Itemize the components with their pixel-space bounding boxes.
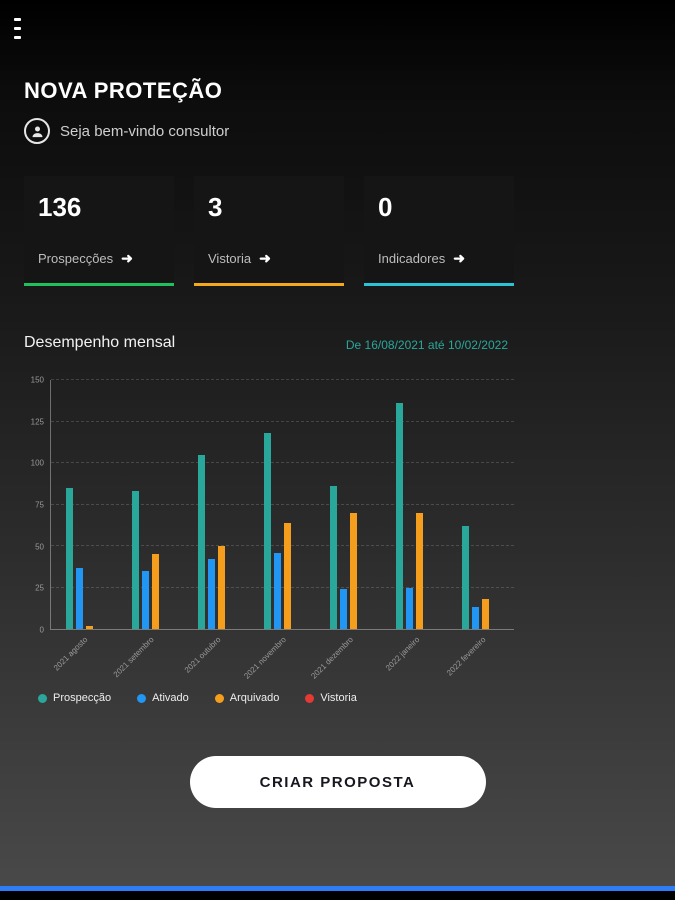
gridline [51, 586, 514, 588]
stat-value: 0 [378, 192, 393, 222]
stat-cards: 136 Prospecções ➜ 3 Vistoria ➜ 0 Indicad… [24, 176, 651, 286]
bar-prospec-o [396, 403, 404, 629]
bar-ativado [273, 552, 281, 629]
bar-prospec-o [65, 487, 73, 629]
stat-label: Indicadores [378, 251, 446, 266]
footer-accent-line [0, 886, 675, 891]
legend-dot [305, 693, 315, 703]
bar-ativado [141, 570, 149, 629]
bottom-nav-bar [0, 886, 675, 900]
y-tick-label: 25 [35, 583, 44, 593]
x-axis-label: 2022 fevereiro [444, 635, 488, 678]
card-indicadores[interactable]: 0 Indicadores ➜ [364, 176, 514, 286]
gridline [51, 420, 514, 422]
stat-value: 3 [208, 192, 223, 222]
bar-group [131, 380, 169, 629]
x-axis-label: 2022 janeiro [383, 635, 421, 673]
bar-group [263, 380, 301, 629]
legend-dot [38, 693, 47, 703]
bar-prospec-o [462, 526, 470, 629]
legend-label: Arquivado [229, 692, 280, 704]
y-tick-label: 125 [30, 417, 44, 427]
menu-button[interactable] [14, 12, 48, 45]
card-vistoria[interactable]: 3 Vistoria ➜ [194, 176, 344, 286]
x-axis-label: 2021 novembro [242, 635, 289, 681]
x-axis-label: 2021 agosto [51, 635, 90, 673]
bar-arquivado [283, 522, 291, 629]
x-axis-label: 2021 dezembro [308, 635, 355, 681]
bar-group [330, 380, 367, 629]
bar-group [65, 380, 103, 629]
legend-dot [137, 693, 147, 703]
arrow-right-icon[interactable]: ➜ [453, 250, 465, 266]
bar-arquivado [217, 546, 225, 629]
bar-ativado [75, 567, 83, 629]
bar-ativado [340, 589, 348, 629]
gridline [51, 462, 514, 463]
create-proposal-button[interactable]: CRIAR PROPOSTA [189, 756, 486, 808]
performance-section-header: Desempenho mensal De 16/08/2021 até 10/0… [24, 334, 508, 352]
y-tick-label: 50 [35, 542, 44, 552]
person-circle-icon [24, 118, 50, 144]
stat-label: Vistoria [208, 251, 252, 266]
chart-legend: Prospecção Ativado Arquivado Vistoria [38, 692, 514, 704]
card-prospeccoes[interactable]: 136 Prospecções ➜ [24, 176, 174, 286]
bar-prospec-o [330, 486, 338, 629]
legend-label: Ativado [152, 692, 189, 704]
stat-label: Prospecções [38, 251, 114, 266]
bar-prospec-o [197, 454, 205, 629]
gridline [51, 503, 514, 505]
x-axis-label: 2021 setembro [111, 635, 156, 680]
footer-black-bar [0, 891, 675, 900]
legend-item-vistoria[interactable]: Vistoria [305, 692, 357, 704]
stat-value: 136 [38, 192, 82, 222]
bar-ativado [207, 559, 215, 629]
y-tick-label: 0 [39, 625, 44, 635]
legend-label: Prospecção [53, 692, 112, 704]
chart-bars [51, 380, 514, 629]
chart-x-labels: 2021 agosto 2021 setembro 2021 outubro 2021… [50, 630, 514, 684]
y-tick-label: 75 [35, 500, 44, 510]
bar-group [396, 380, 433, 629]
bar-arquivado [85, 625, 93, 629]
bar-arquivado [151, 554, 159, 629]
legend-dot [214, 693, 224, 703]
gridline [51, 545, 514, 546]
page-title: NOVA PROTEÇÃO [24, 78, 223, 103]
bar-arquivado [482, 599, 490, 629]
bar-prospec-o [263, 433, 271, 629]
bar-ativado [406, 587, 414, 629]
bar-ativado [472, 607, 480, 629]
date-range: De 16/08/2021 até 10/02/2022 [345, 338, 508, 352]
gridline [51, 379, 514, 380]
bar-group [462, 380, 499, 629]
welcome-row: Seja bem-vindo consultor [24, 118, 651, 144]
chart-y-ticks: 0 25 50 75 100 125 150 [24, 376, 50, 635]
bar-arquivado [416, 512, 424, 629]
bar-group [197, 380, 235, 629]
bar-arquivado [350, 512, 358, 629]
x-axis-label: 2021 outubro [182, 635, 223, 675]
welcome-text: Seja bem-vindo consultor [60, 122, 230, 140]
legend-item-ativado[interactable]: Ativado [137, 692, 189, 704]
hamburger-icon [14, 18, 21, 21]
legend-item-arquivado[interactable]: Arquivado [214, 692, 280, 704]
bar-prospec-o [131, 491, 139, 629]
arrow-right-icon[interactable]: ➜ [259, 250, 271, 266]
y-tick-label: 150 [30, 375, 44, 385]
legend-item-prospec-o[interactable]: Prospecção [38, 692, 111, 704]
section-title: Desempenho mensal [24, 334, 176, 351]
y-tick-label: 100 [30, 458, 44, 468]
arrow-right-icon[interactable]: ➜ [121, 250, 133, 266]
bar-chart: 0 25 50 75 100 125 150 2021 agosto 2021 setembr… [24, 376, 514, 704]
chart-plot-area [50, 379, 514, 630]
legend-label: Vistoria [320, 692, 357, 704]
